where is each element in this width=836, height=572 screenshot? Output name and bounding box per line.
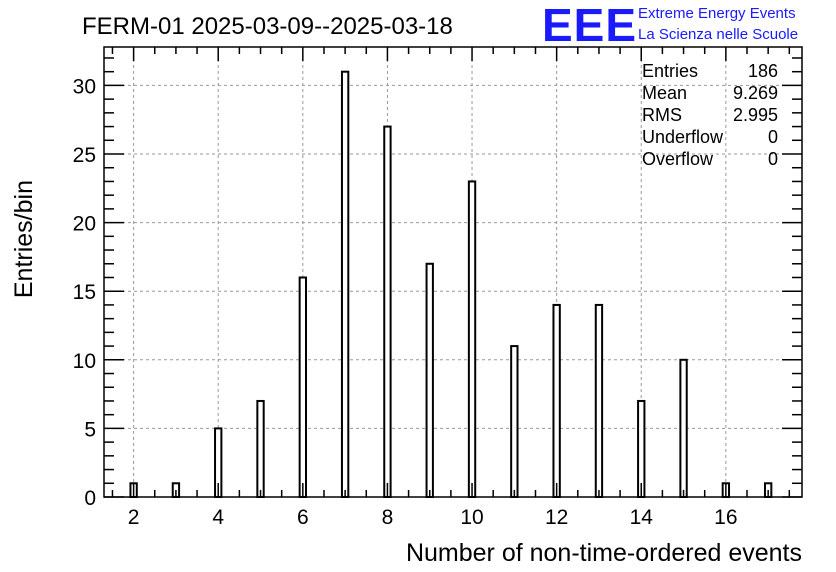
y-tick-label: 25 bbox=[73, 144, 96, 167]
logo-line-1: Extreme Energy Events bbox=[638, 5, 796, 22]
logo-line-2: La Scienza nelle Scuole bbox=[638, 26, 798, 43]
histogram-bar bbox=[679, 358, 688, 498]
y-tick-label: 5 bbox=[84, 418, 96, 441]
histogram-bar bbox=[298, 276, 307, 498]
stats-underflow-value: 0 bbox=[768, 127, 778, 147]
y-tick-label: 20 bbox=[73, 213, 96, 236]
stats-box: Entries 186 Mean 9.269 RMS 2.995 Underfl… bbox=[642, 61, 778, 169]
plot-frame bbox=[103, 46, 803, 498]
histogram-bar bbox=[383, 125, 392, 498]
histogram-bar bbox=[425, 262, 434, 498]
stats-underflow-label: Underflow bbox=[642, 127, 724, 147]
x-tick-label: 16 bbox=[714, 506, 737, 529]
y-tick-label: 10 bbox=[73, 350, 96, 373]
x-tick-label: 2 bbox=[128, 506, 140, 529]
y-tick-label: 30 bbox=[73, 75, 96, 98]
stats-rms-value: 2.995 bbox=[733, 105, 778, 125]
eee-logo-mark: EEE bbox=[542, 0, 637, 51]
x-tick-label: 4 bbox=[212, 506, 224, 529]
stats-mean-label: Mean bbox=[642, 83, 687, 103]
stats-overflow-label: Overflow bbox=[642, 149, 714, 169]
x-tick-label: 12 bbox=[545, 506, 568, 529]
stats-entries-label: Entries bbox=[642, 61, 698, 81]
y-tick-label: 15 bbox=[73, 281, 96, 304]
x-axis-label: Number of non-time-ordered events bbox=[406, 539, 802, 567]
histogram-bar bbox=[594, 303, 604, 498]
chart-title: FERM-01 2025-03-09--2025-03-18 bbox=[82, 13, 453, 40]
x-tick-label: 6 bbox=[297, 506, 309, 529]
stats-mean-value: 9.269 bbox=[733, 83, 778, 103]
y-axis-label: Entries/bin bbox=[10, 180, 38, 298]
histogram-bar bbox=[340, 70, 350, 498]
x-tick-label: 10 bbox=[460, 506, 483, 529]
stats-entries-value: 186 bbox=[748, 61, 778, 81]
x-tick-label: 8 bbox=[382, 506, 394, 529]
stats-rms-label: RMS bbox=[642, 105, 682, 125]
histogram-bar bbox=[467, 180, 477, 498]
y-tick-label: 0 bbox=[84, 487, 96, 510]
x-tick-label: 14 bbox=[630, 506, 654, 529]
eee-logo: EEE Extreme Energy Events La Scienza nel… bbox=[542, 0, 798, 51]
histogram-bar bbox=[510, 345, 519, 498]
histogram-bar bbox=[256, 399, 265, 498]
histogram-bar bbox=[637, 399, 646, 498]
axis-ticks bbox=[104, 47, 802, 498]
histogram-bar bbox=[552, 303, 561, 498]
axis-tick-labels: 2 4 6 8 10 12 14 16 0 5 10 15 20 25 30 bbox=[73, 75, 738, 529]
stats-overflow-value: 0 bbox=[768, 149, 778, 169]
